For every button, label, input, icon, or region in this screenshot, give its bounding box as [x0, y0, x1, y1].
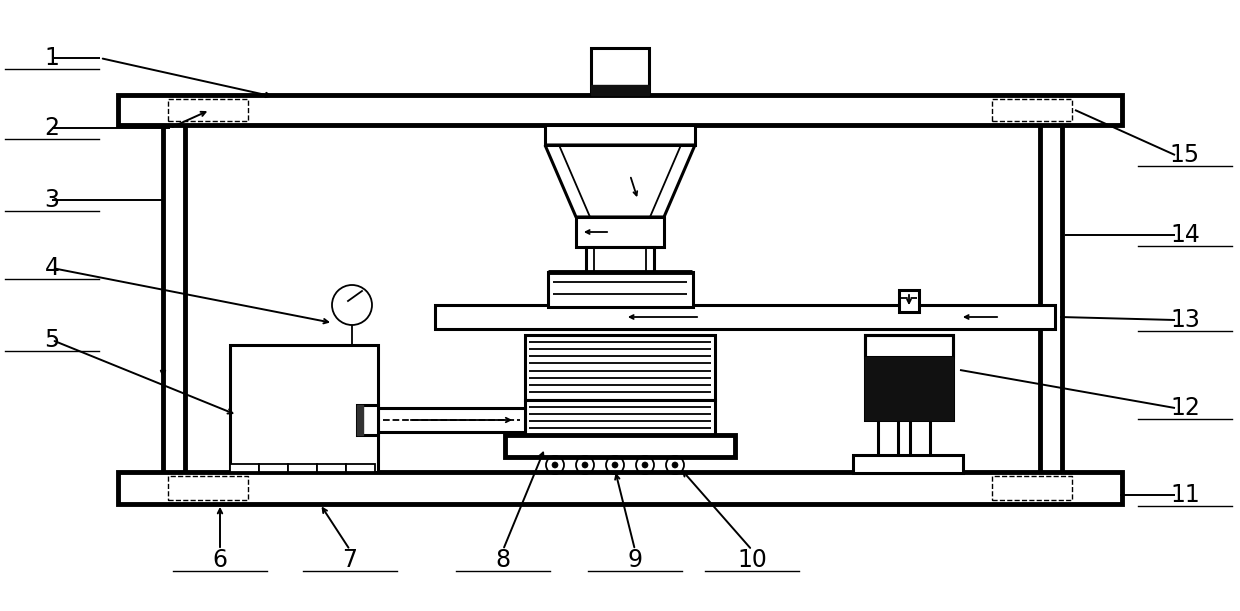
Bar: [866, 335, 954, 357]
Text: 1: 1: [45, 46, 60, 70]
Text: 11: 11: [1171, 483, 1200, 507]
Bar: [435, 305, 1055, 329]
Bar: [357, 405, 363, 435]
Bar: [229, 464, 259, 472]
Bar: [505, 435, 735, 457]
Bar: [899, 290, 919, 312]
Text: 4: 4: [45, 256, 60, 280]
Bar: [118, 95, 1122, 125]
Text: 12: 12: [1171, 396, 1200, 420]
Text: 9: 9: [627, 548, 642, 572]
Text: 14: 14: [1171, 223, 1200, 247]
Text: 6: 6: [212, 548, 227, 572]
Bar: [546, 125, 694, 145]
Bar: [167, 476, 248, 500]
Bar: [118, 472, 1122, 504]
Circle shape: [642, 462, 649, 468]
Bar: [548, 272, 693, 307]
Bar: [525, 400, 715, 435]
Bar: [866, 335, 954, 420]
Bar: [167, 99, 248, 121]
Text: 2: 2: [45, 116, 60, 140]
Bar: [591, 85, 649, 95]
Bar: [357, 405, 378, 435]
Text: 15: 15: [1169, 143, 1200, 167]
Text: 13: 13: [1171, 308, 1200, 332]
Bar: [853, 455, 963, 473]
Circle shape: [613, 462, 618, 468]
Bar: [878, 420, 898, 472]
Bar: [378, 408, 525, 432]
Text: 7: 7: [342, 548, 357, 572]
Bar: [910, 420, 930, 472]
Circle shape: [552, 462, 558, 468]
Bar: [591, 48, 649, 95]
Text: 10: 10: [737, 548, 766, 572]
Bar: [587, 247, 653, 272]
Text: 5: 5: [45, 328, 60, 352]
Text: 3: 3: [45, 188, 60, 212]
Bar: [577, 217, 663, 247]
Text: 8: 8: [496, 548, 511, 572]
Bar: [346, 464, 374, 472]
Bar: [259, 464, 288, 472]
Bar: [992, 476, 1073, 500]
Bar: [317, 464, 346, 472]
Bar: [992, 99, 1073, 121]
Bar: [525, 335, 715, 400]
Circle shape: [672, 462, 678, 468]
Bar: [288, 464, 317, 472]
Bar: [229, 345, 378, 472]
Bar: [866, 357, 954, 420]
Circle shape: [582, 462, 588, 468]
